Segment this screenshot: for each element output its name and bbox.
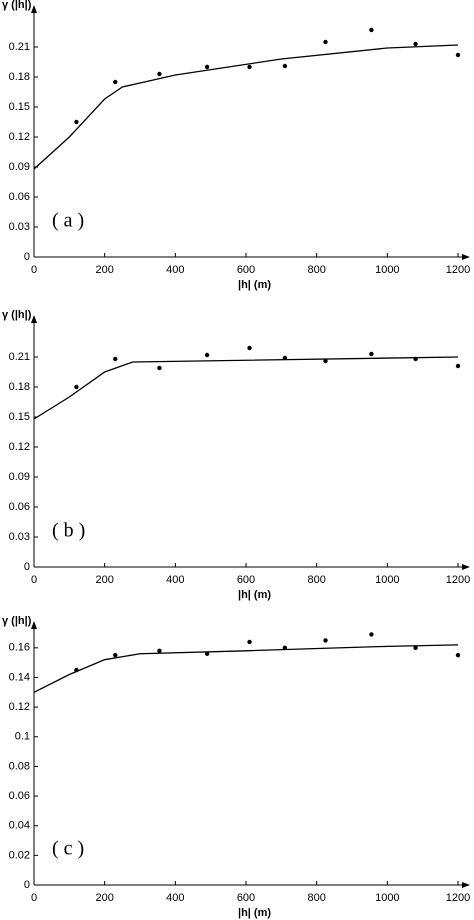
panel-label: ( c ) <box>52 838 84 860</box>
y-tick-label: 0.18 <box>9 381 30 393</box>
y-tick-label: 0.14 <box>9 671 30 683</box>
x-tick-label: 400 <box>166 264 184 276</box>
y-arrow <box>31 315 37 323</box>
x-tick-label: 1000 <box>375 892 399 904</box>
point <box>323 358 328 364</box>
x-tick-label: 600 <box>237 574 255 586</box>
point <box>455 653 461 658</box>
y-tick-label: 0.03 <box>9 531 30 543</box>
x-tick-label: 0 <box>31 574 37 586</box>
x-tick-label: 200 <box>95 574 113 586</box>
x-tick-label: 800 <box>307 574 325 586</box>
x-tick-label: 0 <box>31 892 37 904</box>
y-tick-label: 0.12 <box>9 701 30 713</box>
point <box>113 356 118 362</box>
x-arrow <box>462 254 470 260</box>
x-tick-label: 1200 <box>446 264 470 276</box>
y-tick-label: 0.15 <box>9 411 30 423</box>
x-tick-label: 600 <box>237 264 255 276</box>
point <box>455 52 461 58</box>
x-tick-label: 1000 <box>375 574 399 586</box>
point <box>204 651 210 656</box>
point <box>369 632 374 637</box>
point <box>413 645 418 651</box>
point <box>74 384 79 390</box>
y-tick-label: 0.08 <box>9 760 30 772</box>
y-axis-label: γ (|h|) <box>2 309 32 321</box>
point <box>113 79 118 85</box>
x-arrow <box>462 564 470 570</box>
y-tick-label: 0.21 <box>9 351 30 363</box>
x-tick-label: 400 <box>166 574 184 586</box>
point <box>74 119 79 125</box>
fit-line <box>33 356 459 420</box>
y-tick-label: 0 <box>24 251 30 263</box>
point <box>247 345 252 351</box>
y-tick-label: 0.06 <box>9 191 30 203</box>
x-tick-label: 600 <box>237 892 255 904</box>
x-tick-label: 1000 <box>375 264 399 276</box>
y-tick-label: 0.18 <box>9 71 30 83</box>
point <box>282 63 288 69</box>
point <box>455 363 461 369</box>
x-tick-label: 200 <box>95 892 113 904</box>
fit-line <box>33 644 459 693</box>
y-tick-label: 0.21 <box>9 41 30 53</box>
y-tick-label: 0 <box>24 879 30 891</box>
y-tick-label: 0.02 <box>9 849 30 861</box>
panel-label: ( b ) <box>52 520 85 542</box>
y-tick-label: 0.1 <box>15 731 30 743</box>
y-tick-label: 0.12 <box>9 441 30 453</box>
y-arrow <box>31 621 37 629</box>
point <box>157 365 162 371</box>
point <box>369 351 374 357</box>
y-tick-label: 0.12 <box>9 131 30 143</box>
y-tick-label: 0.09 <box>9 471 30 483</box>
point <box>247 639 252 645</box>
point <box>113 653 118 658</box>
y-tick-label: 0.06 <box>9 501 30 513</box>
y-tick-label: 0.03 <box>9 221 30 233</box>
y-tick-label: 0 <box>24 561 30 573</box>
panel-label: ( a ) <box>52 210 84 232</box>
y-tick-label: 0.15 <box>9 101 30 113</box>
x-tick-label: 400 <box>166 892 184 904</box>
fit-line <box>33 44 459 170</box>
y-tick-label: 0.04 <box>9 820 30 832</box>
x-axis-label: |h| (m) <box>238 907 271 919</box>
point <box>204 352 210 358</box>
y-axis-label: γ (|h|) <box>2 615 32 627</box>
y-arrow <box>31 5 37 13</box>
x-axis-label: |h| (m) <box>238 589 271 601</box>
y-tick-label: 0.16 <box>9 642 30 654</box>
point <box>323 638 328 643</box>
y-tick-label: 0.09 <box>9 161 30 173</box>
y-axis-label: γ (|h|) <box>2 0 32 11</box>
point <box>323 39 328 45</box>
point <box>204 64 210 70</box>
x-tick-label: 0 <box>31 264 37 276</box>
x-tick-label: 800 <box>307 892 325 904</box>
point <box>247 64 252 70</box>
point <box>157 71 162 77</box>
x-arrow <box>462 882 470 888</box>
point <box>369 27 374 33</box>
point <box>413 41 418 47</box>
x-tick-label: 1200 <box>446 892 470 904</box>
y-tick-label: 0.06 <box>9 790 30 802</box>
x-tick-label: 800 <box>307 264 325 276</box>
point <box>157 648 162 653</box>
x-tick-label: 1200 <box>446 574 470 586</box>
x-tick-label: 200 <box>95 264 113 276</box>
x-axis-label: |h| (m) <box>238 279 271 291</box>
